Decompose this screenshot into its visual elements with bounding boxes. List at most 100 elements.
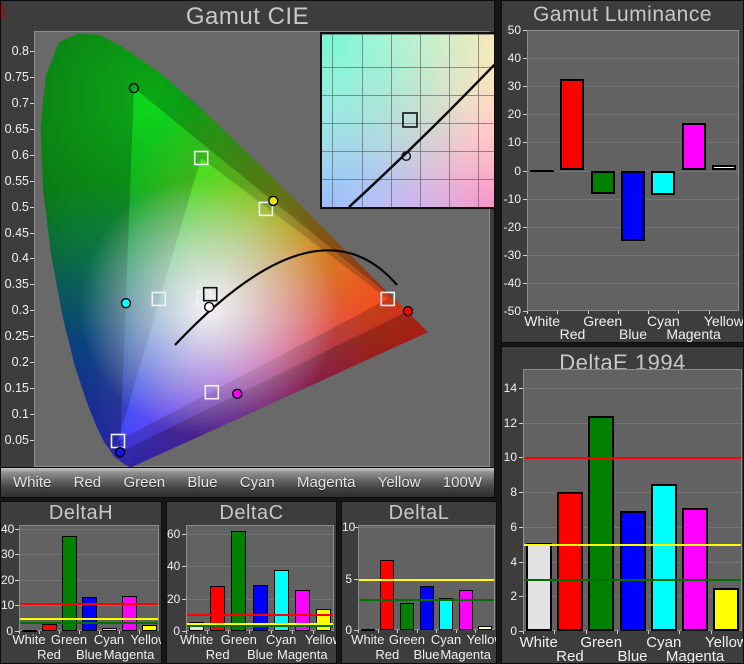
legend-label-yellow: Yellow: [377, 474, 421, 491]
x-label-magenta: Magenta: [665, 648, 725, 664]
gridline: [20, 554, 158, 555]
bar-blue: [252, 585, 268, 631]
x-tick-mark: [249, 631, 250, 634]
y-tick-label: -10: [503, 192, 521, 206]
y-tick-label: 2: [510, 589, 517, 603]
y-tick-label: 0: [510, 624, 517, 638]
x-tick-mark: [271, 631, 272, 634]
x-label-green: Green: [583, 313, 623, 329]
y-tick-label: 12: [503, 416, 517, 430]
x-label-blue: Blue: [75, 647, 103, 662]
cie-y-tick-label: 0.55: [4, 174, 29, 188]
y-tick-label: 40: [1, 522, 15, 536]
y-tick-mark: [15, 554, 19, 555]
gridline: [524, 388, 741, 389]
white-point-inset-chart[interactable]: [320, 32, 494, 209]
y-tick-mark: [523, 255, 527, 256]
reference-square-white-target: [202, 286, 218, 302]
measured-circle-white: [203, 301, 215, 313]
x-label-magenta: Magenta: [666, 326, 721, 342]
delta-l-panel[interactable]: DeltaL 0 5 10 White Red Green Blue Cyan Magenta Ye…: [341, 501, 497, 664]
reference-square-red: [380, 291, 396, 307]
gamut-cie-panel[interactable]: Gamut CIE 0.8 0.75 0.7 0.65 0.6 0.55 0.5 0.45 0.…: [0, 0, 495, 498]
gridline: [524, 492, 741, 493]
gridline: [20, 529, 158, 530]
cie-y-tick-mark: [30, 51, 34, 52]
y-tick-label: 30: [507, 79, 521, 93]
x-label-magenta: Magenta: [103, 647, 155, 662]
x-tick-mark: [679, 631, 680, 634]
reference-square-cyan: [151, 291, 167, 307]
reference-line: [524, 457, 741, 459]
x-tick-mark: [557, 311, 558, 314]
x-tick-mark: [207, 631, 208, 634]
y-tick-mark: [523, 142, 527, 143]
gridline: [528, 283, 738, 284]
gamut-luminance-panel[interactable]: Gamut Luminance -50 -40 -30 -20 -10 0 10 20 30 40 5…: [501, 0, 744, 343]
bar-yellow: [478, 625, 493, 630]
y-tick-label: 10: [507, 135, 521, 149]
delta-c-panel[interactable]: DeltaC 0 20 40 60 White Red Green Blue Cyan Magent…: [166, 501, 337, 664]
y-tick-mark: [523, 30, 527, 31]
y-tick-mark: [523, 114, 527, 115]
y-tick-mark: [15, 605, 19, 606]
x-tick-mark: [456, 630, 457, 633]
y-tick-mark: [182, 566, 186, 567]
gridline: [528, 255, 738, 256]
y-tick-label: 0: [514, 164, 521, 178]
measured-circle-red: [402, 305, 414, 317]
cie-horseshoe: [40, 33, 428, 468]
y-tick-label: 50: [507, 23, 521, 37]
x-tick-mark: [186, 631, 187, 634]
x-tick-mark: [358, 630, 359, 633]
reference-line: [187, 625, 333, 627]
delta-h-panel[interactable]: DeltaH 0 10 20 30 40 White Red Green Blue Cyan Mage…: [0, 501, 162, 664]
bar-yellow: [711, 165, 736, 171]
delta-l-title: DeltaL: [388, 502, 450, 524]
legend-label-white: White: [13, 474, 52, 491]
y-tick-label: 8: [510, 485, 517, 499]
x-label-green: Green: [220, 632, 257, 647]
y-tick-label: 5: [345, 572, 352, 586]
x-tick-mark: [711, 631, 712, 634]
cie-y-tick-mark: [30, 310, 34, 311]
y-tick-mark: [519, 388, 523, 389]
bar-green: [61, 535, 77, 631]
measured-circle-yellow: [268, 195, 279, 207]
x-tick-mark: [378, 630, 379, 633]
y-tick-label: 0: [345, 623, 352, 637]
cie-y-tick-mark: [30, 440, 34, 441]
y-tick-mark: [523, 58, 527, 59]
y-tick-mark: [523, 227, 527, 228]
cie-legend-bar: White Red Green Blue Cyan Magenta Yellow 100W: [1, 467, 494, 497]
x-tick-mark: [39, 631, 40, 634]
y-tick-label: -20: [503, 220, 521, 234]
gridline: [524, 423, 741, 424]
bar-yellow: [141, 624, 157, 631]
x-label-green: Green: [50, 632, 88, 647]
x-label-white: White: [351, 632, 385, 647]
cie-diagram[interactable]: [34, 31, 494, 468]
bar-yellow: [713, 587, 740, 631]
y-tick-label: 20: [507, 107, 521, 121]
x-tick-mark: [19, 631, 20, 634]
reference-line: [359, 599, 494, 601]
y-tick-label: -30: [503, 248, 521, 262]
y-tick-mark: [519, 457, 523, 458]
y-tick-mark: [523, 283, 527, 284]
reference-square-magenta: [204, 384, 220, 400]
x-label-green: Green: [388, 632, 425, 647]
y-tick-label: 14: [503, 381, 517, 395]
cie-y-tick-label: 0.6: [11, 148, 29, 162]
x-label-magenta: Magenta: [276, 647, 328, 662]
y-tick-mark: [182, 534, 186, 535]
bar-blue: [619, 511, 646, 631]
y-tick-label: 0: [173, 624, 180, 638]
measured-circle-green: [128, 82, 140, 94]
bar-magenta: [121, 596, 137, 631]
x-tick-mark: [228, 631, 229, 634]
bar-cyan: [439, 598, 454, 630]
deltae-1994-panel[interactable]: DeltaE 1994 0 2 4 6 8 10 12 14 White Red Green Blue C…: [501, 346, 744, 664]
y-tick-label: 10: [1, 598, 15, 612]
